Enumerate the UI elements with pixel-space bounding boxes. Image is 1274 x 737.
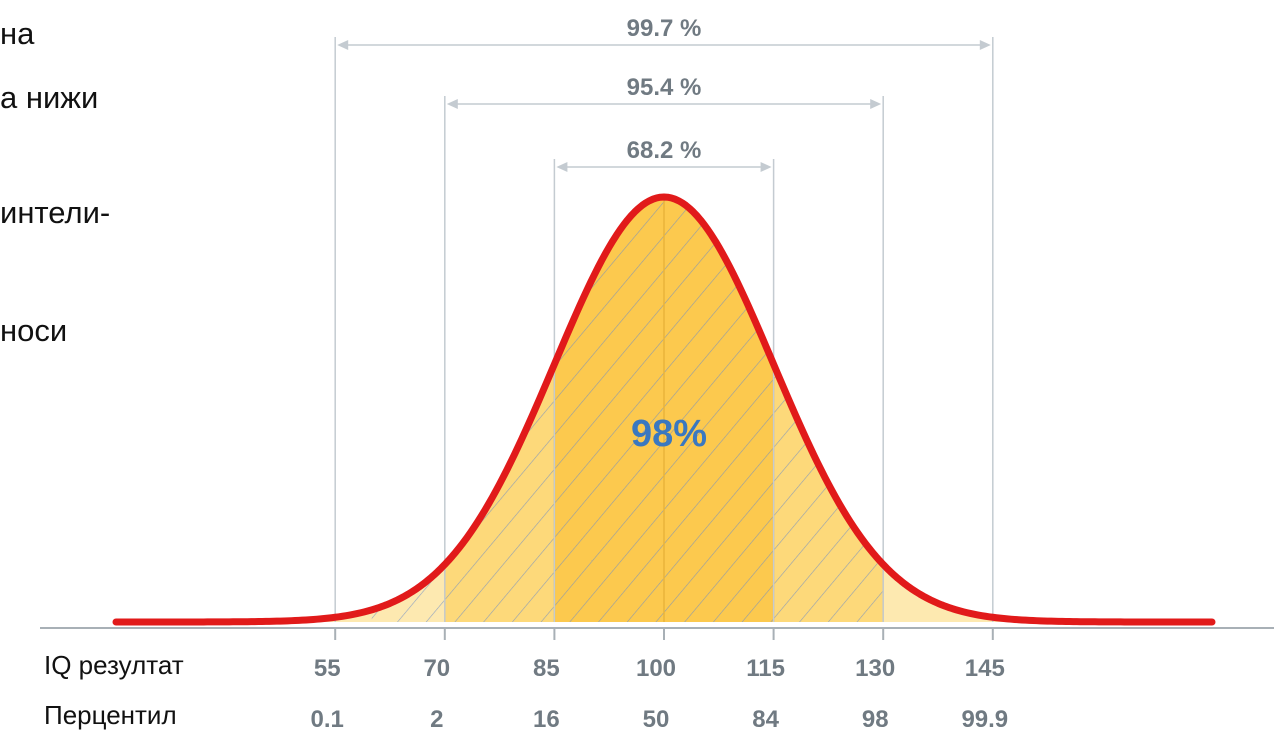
distribution-curve: [112, 193, 1216, 626]
interval-arrowhead: [760, 162, 772, 172]
iq-score-label: 85: [533, 655, 560, 682]
iq-score-label: 55: [314, 655, 341, 682]
slide-text-fragment-3: интели-: [0, 195, 111, 230]
center-percentage-label: 98%: [631, 413, 707, 455]
interval-percentage-label: 99.7 %: [627, 15, 702, 42]
interval-arrowhead: [337, 40, 349, 50]
iq-row-label: IQ резултат: [44, 650, 184, 680]
percentile-label: 16: [533, 706, 560, 733]
iq-score-label: 115: [746, 655, 785, 682]
percentile-label: 98: [862, 706, 889, 733]
percentile-label: 0.1: [311, 706, 344, 733]
percentile-row-label: Перцентил: [44, 700, 177, 730]
iq-score-label: 130: [855, 655, 895, 682]
iq-score-label: 100: [636, 655, 676, 682]
interval-percentage-label: 95.4 %: [627, 74, 702, 101]
slide-text-fragment-4: носи: [0, 313, 68, 348]
interval-percentage-label: 68.2 %: [627, 137, 702, 164]
percentile-label: 2: [430, 706, 443, 733]
interval-arrowhead: [556, 162, 568, 172]
slide-text-fragment-1: на: [0, 16, 35, 51]
iq-score-label: 145: [965, 655, 1005, 682]
percentile-label: 99.9: [961, 706, 1008, 733]
iq-score-label: 70: [423, 655, 450, 682]
slide-text-fragment-2: а нижи: [0, 80, 99, 115]
interval-arrowhead: [979, 40, 991, 50]
interval-arrowhead: [870, 99, 882, 109]
percentile-label: 50: [643, 706, 670, 733]
interval-arrowhead: [446, 99, 458, 109]
percentile-label: 84: [752, 706, 779, 733]
